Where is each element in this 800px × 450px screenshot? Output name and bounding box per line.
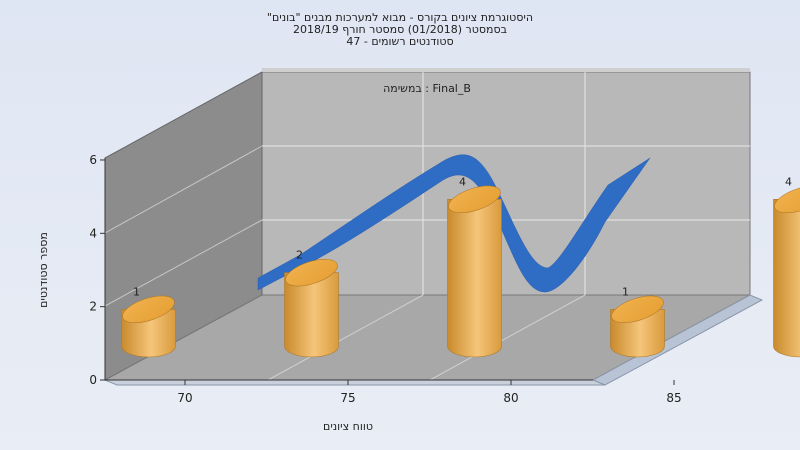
bar: 1 [121,285,176,358]
bar-value-label: 4 [459,175,466,188]
bar-cap [448,185,501,214]
y-tick-label: 0 [89,373,97,387]
bar-cap [774,185,800,214]
x-ticks: 7075808590 [177,380,682,405]
bar-value-label: 2 [296,249,303,262]
bar-value-label: 1 [622,285,629,298]
y-tick-label: 6 [89,153,97,167]
bar: 1 [610,285,665,358]
x-tick-label: 75 [340,391,355,405]
bar-value-label: 4 [785,175,792,188]
back-rim [262,68,750,72]
x-tick-label: 85 [666,391,681,405]
bottom-slab [104,379,606,386]
bar: 4 [773,175,800,358]
bar: 4 [447,175,502,358]
title-line-2: בסמסטר (01/2018) סמסטר חורף 2018/19 [293,23,507,36]
bar-body [284,272,339,358]
bar-body [447,199,502,358]
bar-cap [122,295,175,324]
y-tick-label: 4 [89,226,97,240]
y-tick-label: 2 [89,300,97,314]
left-grid [104,145,263,307]
x-axis-title: טווח ציונים [323,420,373,433]
bars-group: 1 2 4 1 4 [121,175,800,358]
chart-title: היסטוגרמת ציונים בקורס - מבוא למערכות מב… [0,12,800,48]
bar-value-label: 1 [133,285,140,298]
bar-cap [285,258,338,287]
x-tick-label: 80 [503,391,518,405]
bar: 2 [284,249,339,358]
x-tick-label: 70 [177,391,192,405]
chart-annotation: במשימה : Final_B [383,82,471,95]
title-line-3: סטודנטים רשומים - 47 [346,35,454,48]
trend-curve [257,154,651,293]
bar-body [773,199,800,358]
y-axis-title: מספר סטודנטים [37,232,50,308]
bar-cap [611,295,664,324]
y-ticks: 0 2 4 6 [89,153,105,387]
floor-grid [267,294,586,381]
title-line-1: היסטוגרמת ציונים בקורס - מבוא למערכות מב… [266,11,534,24]
